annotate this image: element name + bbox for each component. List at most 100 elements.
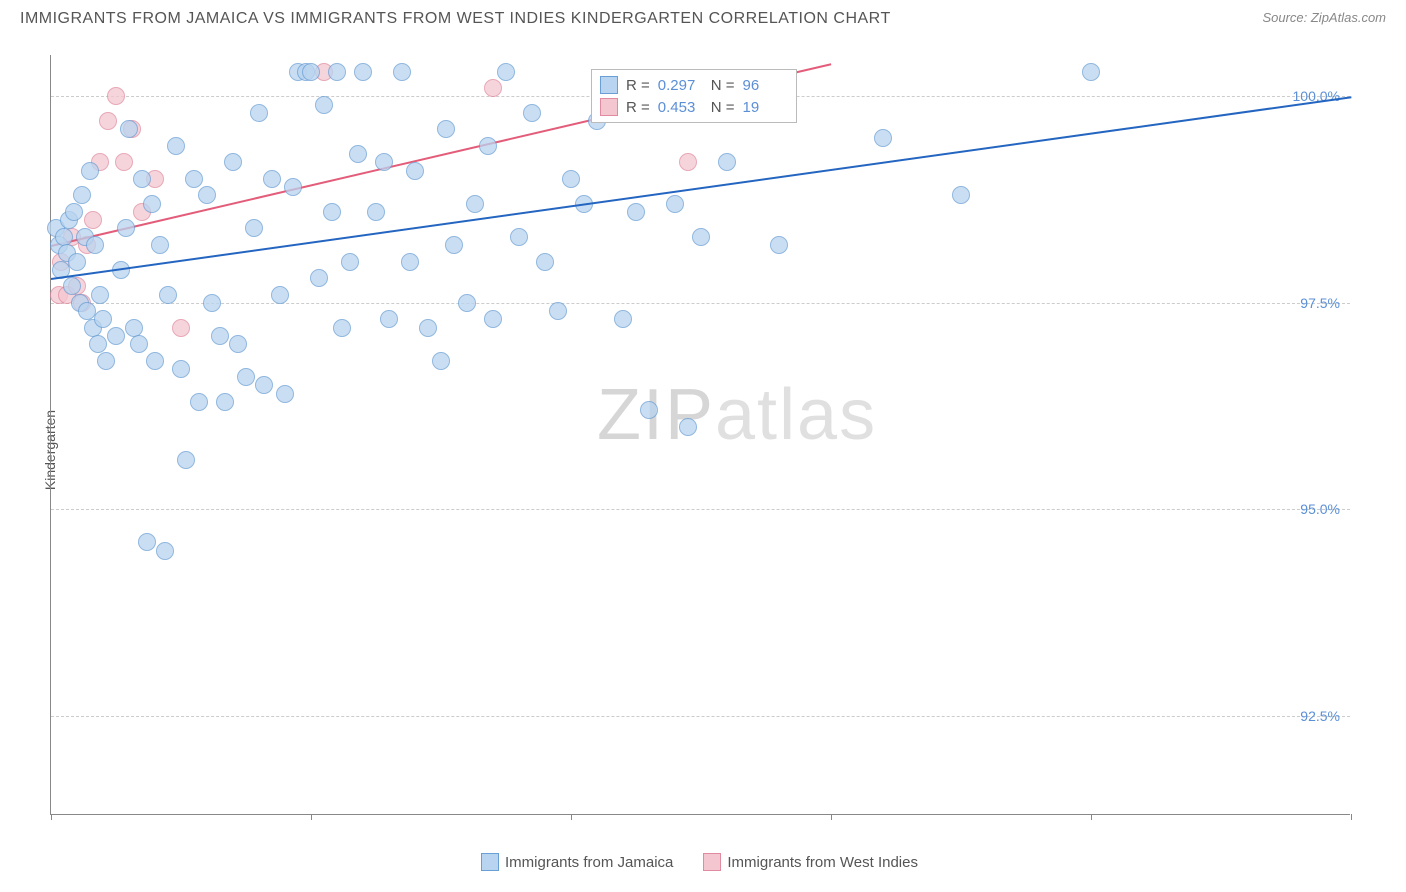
data-point-jamaica <box>91 286 109 304</box>
data-point-jamaica <box>375 153 393 171</box>
data-point-jamaica <box>94 310 112 328</box>
legend-swatch <box>600 98 618 116</box>
gridline-h <box>51 303 1350 304</box>
data-point-jamaica <box>952 186 970 204</box>
y-tick-label: 97.5% <box>1300 295 1340 311</box>
data-point-jamaica <box>229 335 247 353</box>
stats-row-jamaica: R =0.297N =96 <box>600 74 788 96</box>
data-point-jamaica <box>640 401 658 419</box>
data-point-jamaica <box>237 368 255 386</box>
data-point-jamaica <box>323 203 341 221</box>
data-point-jamaica <box>627 203 645 221</box>
data-point-jamaica <box>68 253 86 271</box>
data-point-jamaica <box>432 352 450 370</box>
data-point-jamaica <box>315 96 333 114</box>
data-point-jamaica <box>484 310 502 328</box>
data-point-jamaica <box>510 228 528 246</box>
data-point-jamaica <box>276 385 294 403</box>
data-point-jamaica <box>250 104 268 122</box>
legend-swatch <box>703 853 721 871</box>
data-point-jamaica <box>156 542 174 560</box>
legend-label: Immigrants from West Indies <box>727 854 918 871</box>
source-attribution: Source: ZipAtlas.com <box>1262 10 1386 25</box>
data-point-jamaica <box>211 327 229 345</box>
data-point-west-indies <box>107 87 125 105</box>
data-point-jamaica <box>349 145 367 163</box>
gridline-h <box>51 509 1350 510</box>
y-tick-label: 92.5% <box>1300 708 1340 724</box>
y-tick-label: 95.0% <box>1300 501 1340 517</box>
data-point-west-indies <box>172 319 190 337</box>
data-point-jamaica <box>549 302 567 320</box>
data-point-jamaica <box>333 319 351 337</box>
x-tick <box>831 814 832 820</box>
data-point-west-indies <box>679 153 697 171</box>
data-point-jamaica <box>341 253 359 271</box>
data-point-jamaica <box>107 327 125 345</box>
data-point-jamaica <box>666 195 684 213</box>
stats-row-west_indies: R = 0.453 N = 19 <box>600 96 788 118</box>
data-point-jamaica <box>367 203 385 221</box>
chart-header: IMMIGRANTS FROM JAMAICA VS IMMIGRANTS FR… <box>0 0 1406 33</box>
data-point-jamaica <box>770 236 788 254</box>
data-point-jamaica <box>167 137 185 155</box>
data-point-jamaica <box>479 137 497 155</box>
data-point-jamaica <box>419 319 437 337</box>
chart-area: Kindergarten ZIPatlas 92.5%95.0%97.5%100… <box>0 40 1406 860</box>
data-point-west-indies <box>99 112 117 130</box>
legend-item-jamaica: Immigrants from Jamaica <box>481 853 673 871</box>
stats-n-label: N = <box>711 99 735 116</box>
data-point-jamaica <box>437 120 455 138</box>
data-point-jamaica <box>185 170 203 188</box>
plot-region: ZIPatlas 92.5%95.0%97.5%100.0%R =0.297N … <box>50 55 1350 815</box>
data-point-jamaica <box>310 269 328 287</box>
x-tick <box>1351 814 1352 820</box>
data-point-jamaica <box>271 286 289 304</box>
data-point-jamaica <box>63 277 81 295</box>
data-point-jamaica <box>216 393 234 411</box>
data-point-jamaica <box>89 335 107 353</box>
legend-item-west_indies: Immigrants from West Indies <box>703 853 918 871</box>
data-point-jamaica <box>497 63 515 81</box>
stats-n-label: N = <box>711 77 735 94</box>
data-point-jamaica <box>354 63 372 81</box>
legend-label: Immigrants from Jamaica <box>505 854 673 871</box>
watermark: ZIPatlas <box>597 374 877 456</box>
data-point-west-indies <box>484 79 502 97</box>
legend-swatch <box>481 853 499 871</box>
data-point-jamaica <box>65 203 83 221</box>
gridline-h <box>51 716 1350 717</box>
data-point-jamaica <box>302 63 320 81</box>
stats-r-value: 0.453 <box>658 99 703 116</box>
data-point-jamaica <box>263 170 281 188</box>
data-point-jamaica <box>133 170 151 188</box>
data-point-jamaica <box>255 376 273 394</box>
data-point-jamaica <box>614 310 632 328</box>
data-point-jamaica <box>55 228 73 246</box>
data-point-west-indies <box>115 153 133 171</box>
stats-r-label: R = <box>626 99 650 116</box>
data-point-jamaica <box>120 120 138 138</box>
data-point-jamaica <box>284 178 302 196</box>
chart-title: IMMIGRANTS FROM JAMAICA VS IMMIGRANTS FR… <box>20 10 891 28</box>
data-point-jamaica <box>874 129 892 147</box>
data-point-jamaica <box>177 451 195 469</box>
x-tick <box>1091 814 1092 820</box>
stats-n-value: 96 <box>743 77 788 94</box>
data-point-jamaica <box>172 360 190 378</box>
stats-legend-box: R =0.297N =96R =0.453N =19 <box>591 69 797 123</box>
stats-r-label: R = <box>626 77 650 94</box>
x-tick <box>311 814 312 820</box>
data-point-jamaica <box>146 352 164 370</box>
data-point-jamaica <box>125 319 143 337</box>
data-point-jamaica <box>718 153 736 171</box>
data-point-jamaica <box>393 63 411 81</box>
data-point-jamaica <box>81 162 99 180</box>
data-point-jamaica <box>445 236 463 254</box>
stats-n-value: 19 <box>743 99 788 116</box>
data-point-jamaica <box>190 393 208 411</box>
data-point-jamaica <box>224 153 242 171</box>
legend-swatch <box>600 76 618 94</box>
data-point-jamaica <box>73 186 91 204</box>
data-point-jamaica <box>679 418 697 436</box>
